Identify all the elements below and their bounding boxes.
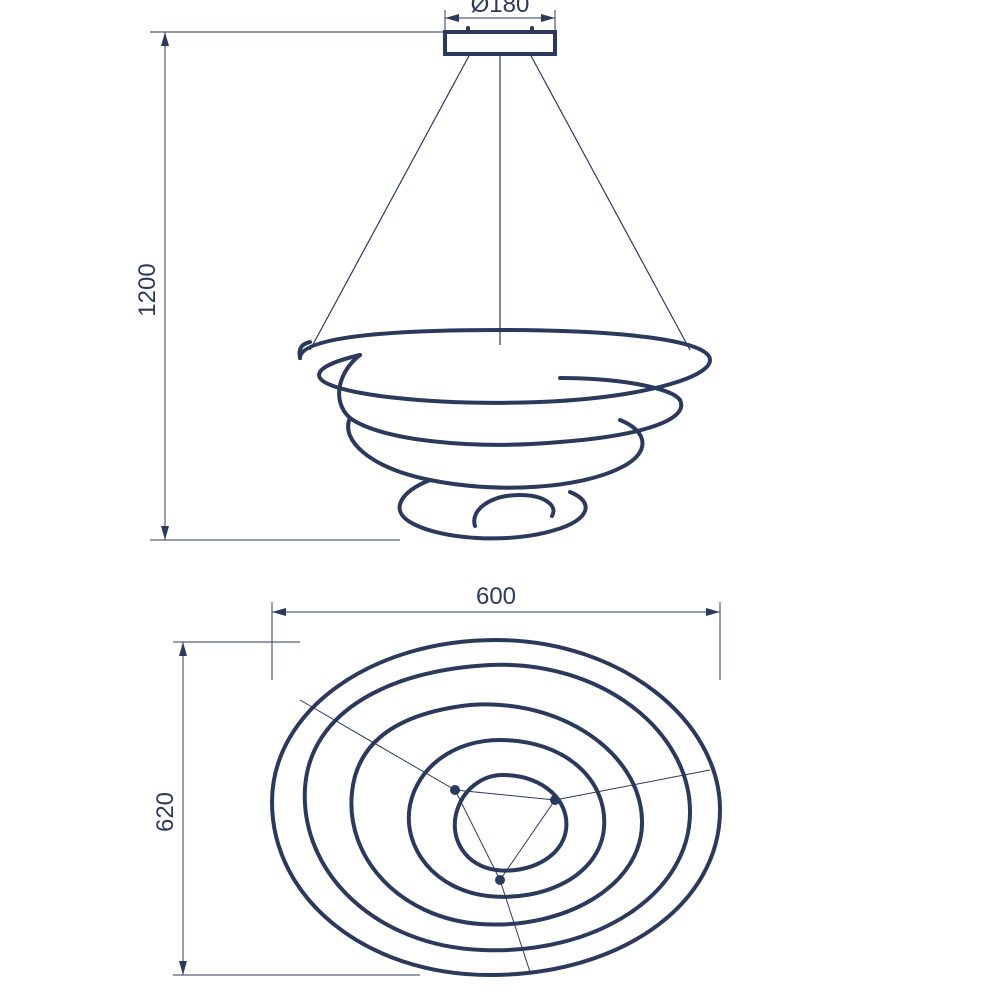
drop-height-label: 1200: [134, 263, 161, 316]
suspension-wires: [310, 54, 690, 350]
canopy: [445, 28, 555, 54]
side-view: Ø180: [134, 0, 710, 540]
spiral-top: [272, 640, 720, 975]
dim-canopy-diameter: Ø180: [445, 0, 555, 30]
width-label: 600: [476, 583, 516, 610]
top-view: 600 620: [152, 583, 720, 975]
technical-drawing: Ø180: [0, 0, 1000, 1000]
depth-label: 620: [152, 792, 179, 832]
spiral-side: [299, 330, 710, 538]
canopy-diameter-label: Ø180: [471, 0, 530, 18]
dim-drop-height: 1200: [134, 32, 445, 540]
